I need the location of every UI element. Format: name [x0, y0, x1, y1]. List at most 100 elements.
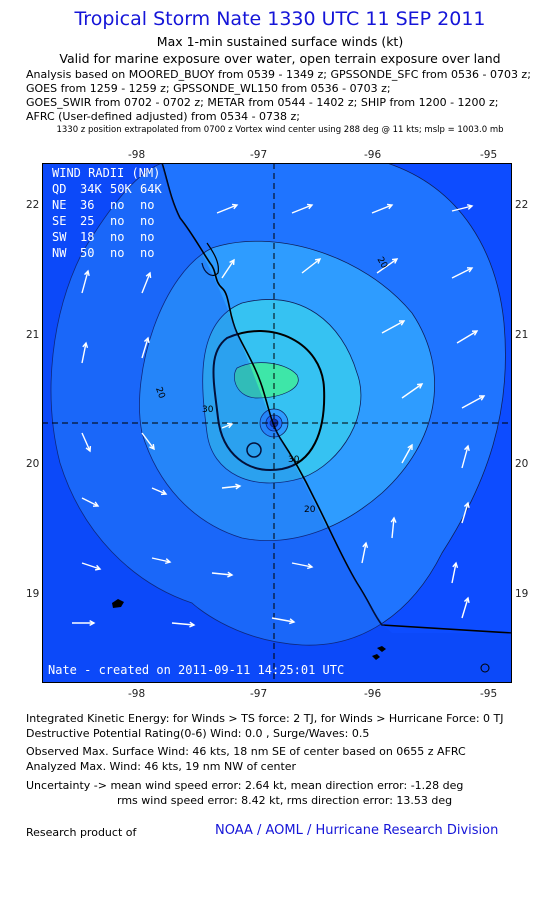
- wind-arrow: [81, 497, 99, 507]
- wind-arrow: [451, 562, 457, 584]
- wind-arrow: [291, 562, 313, 568]
- wind-arrow-head: [391, 258, 399, 264]
- wind-arrow: [81, 432, 91, 452]
- wind-arrow-head: [229, 258, 235, 266]
- land-region: [42, 163, 512, 683]
- coastline: [161, 163, 512, 634]
- wind-field-svg: [42, 163, 512, 683]
- lat-tick-left: 21: [26, 329, 40, 341]
- lon-tick-top: -98: [128, 149, 146, 161]
- lat-tick-right: 22: [515, 199, 529, 211]
- lon-tick-top: -96: [364, 149, 382, 161]
- wind-arrow: [376, 258, 398, 274]
- wind-arrow: [141, 432, 155, 450]
- position-note: 1330 z position extrapolated from 0700 z…: [56, 125, 504, 135]
- analysis-line-4: AFRC (User-defined adjusted) from 0534 -…: [26, 110, 301, 123]
- wind-arrow: [461, 502, 469, 524]
- wind-arrow-head: [143, 336, 150, 344]
- wind-arrow-head: [85, 445, 92, 453]
- map-subtitle: Max 1-min sustained surface winds (kt): [156, 34, 404, 49]
- analysis-line-3: GOES_SWIR from 0702 - 0702 z; METAR from…: [26, 96, 499, 109]
- lon-tick-bottom: -97: [250, 688, 268, 700]
- lat-tick-left: 20: [26, 458, 40, 470]
- wind-arrow: [451, 267, 473, 279]
- wind-arrow-head: [145, 271, 152, 279]
- wind-arrow: [221, 423, 233, 429]
- lon-tick-top: -95: [480, 149, 498, 161]
- lon-tick-bottom: -96: [364, 688, 382, 700]
- local-min-contour: [246, 442, 262, 458]
- ike-line: Integrated Kinetic Energy: for Winds > T…: [26, 712, 504, 725]
- uncertainty-line-1: Uncertainty -> mean wind speed error: 2.…: [26, 779, 464, 792]
- wind-arrow: [221, 485, 241, 489]
- wind-arrow: [151, 487, 167, 495]
- wind-arrow-head: [149, 443, 155, 451]
- wind-arrow: [361, 542, 367, 564]
- wind-arrow-head: [463, 596, 470, 604]
- wind-arrow: [216, 204, 238, 214]
- island: [480, 663, 490, 673]
- wind-arrow: [461, 597, 469, 619]
- wind-arrow: [81, 562, 101, 570]
- lat-tick-right: 19: [515, 588, 529, 600]
- dpr-line: Destructive Potential Rating(0-6) Wind: …: [26, 727, 370, 740]
- wind-arrow-head: [84, 269, 90, 277]
- wind-arrow: [81, 270, 89, 294]
- wind-arrow-head: [231, 203, 239, 210]
- wind-arrow-head: [416, 383, 424, 389]
- wind-arrow: [141, 337, 149, 359]
- wind-arrows: [72, 203, 486, 628]
- lagoon-outline: [201, 242, 219, 276]
- wind-arrow: [141, 272, 151, 294]
- wind-arrow-head: [235, 483, 242, 490]
- wind-arrow: [301, 258, 321, 274]
- wind-arrow: [221, 259, 235, 279]
- wind-arrow-head: [362, 541, 369, 548]
- wind-arrow-head: [82, 341, 89, 348]
- wind-arrow-head: [226, 422, 234, 429]
- island: [112, 599, 124, 608]
- contour-label: 20: [304, 505, 316, 515]
- wind-arrow: [451, 205, 473, 212]
- lat-tick-left: 22: [26, 199, 40, 211]
- wind-arrow-head: [466, 267, 474, 273]
- wind-arrow: [81, 342, 87, 364]
- wind-arrow: [461, 445, 469, 469]
- island: [377, 646, 386, 652]
- analyzed-max-line: Analyzed Max. Wind: 46 kts, 19 nm NW of …: [26, 760, 297, 773]
- wind-arrow-head: [160, 489, 168, 496]
- observed-max-line: Observed Max. Surface Wind: 46 kts, 18 n…: [26, 745, 466, 758]
- contour-region-40: [234, 362, 299, 399]
- contour-30kt-bold: [212, 330, 326, 471]
- wind-arrow-head: [94, 564, 102, 571]
- wind-field-map: WIND RADII (NM) QD 34K 50K 64K NE 36 no no SE 2…: [42, 163, 512, 683]
- map-title: Tropical Storm Nate 1330 UTC 11 SEP 2011: [74, 8, 486, 30]
- wind-radii-table: WIND RADII (NM) QD 34K 50K 64K NE 36 no no SE 2…: [52, 165, 162, 261]
- wind-arrow: [381, 320, 405, 334]
- wind-radii-row: NE 36 no no: [52, 198, 155, 212]
- lat-tick-left: 19: [26, 588, 40, 600]
- lon-tick-bottom: -95: [480, 688, 498, 700]
- research-product-label: Research product of: [26, 826, 137, 839]
- uncertainty-line-2: rms wind speed error: 8.42 kt, rms direc…: [117, 794, 453, 807]
- wind-arrow-head: [466, 204, 474, 210]
- noaa-aoml-link[interactable]: NOAA / AOML / Hurricane Research Divisio…: [215, 823, 499, 838]
- wind-arrow: [211, 572, 233, 576]
- contour-label: 30: [288, 455, 300, 465]
- wind-arrow-head: [289, 618, 296, 625]
- wind-arrow-head: [478, 395, 486, 401]
- wind-arrow-head: [89, 619, 96, 627]
- lat-tick-right: 21: [515, 329, 529, 341]
- wind-radii-row: NW 50 no no: [52, 246, 155, 260]
- wind-radii-header: QD 34K 50K 64K: [52, 182, 162, 196]
- lon-tick-top: -97: [250, 149, 268, 161]
- map-credit: Nate - created on 2011-09-11 14:25:01 UT…: [48, 663, 345, 677]
- wind-arrow-head: [464, 444, 470, 452]
- wind-arrow-head: [189, 621, 196, 628]
- wind-arrow-head: [452, 561, 459, 568]
- wind-arrow: [401, 444, 413, 464]
- wind-arrow-head: [398, 320, 406, 326]
- wind-arrow-head: [314, 258, 322, 264]
- lat-tick-right: 20: [515, 458, 529, 470]
- wind-arrow-head: [165, 558, 172, 565]
